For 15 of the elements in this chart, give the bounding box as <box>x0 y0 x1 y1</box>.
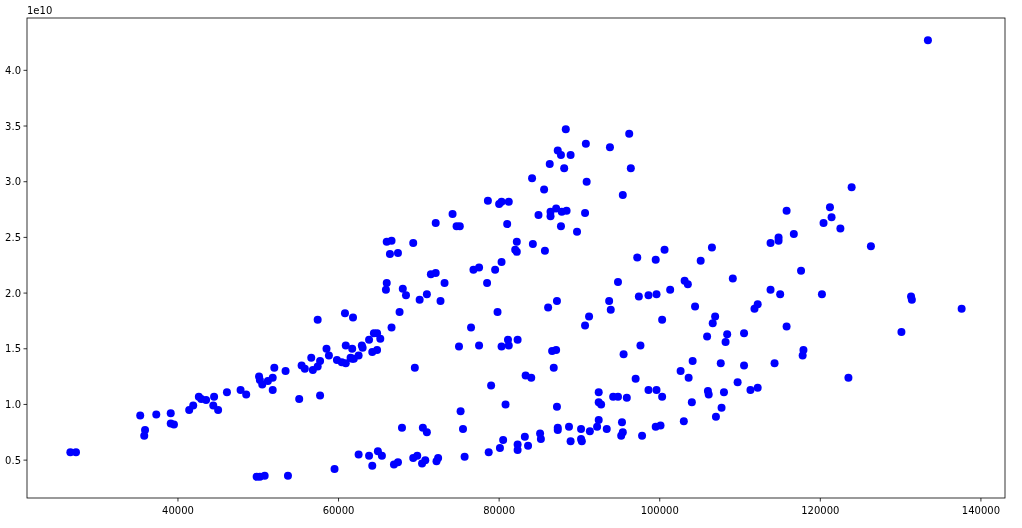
y-tick-label: 3.0 <box>5 176 21 188</box>
x-tick-label: 60000 <box>322 505 355 516</box>
y-tick-label: 4.0 <box>5 64 21 76</box>
y-tick-label: 2.0 <box>5 287 21 299</box>
y-tick-label: 2.5 <box>5 231 21 243</box>
y-tick-label: 0.5 <box>5 454 21 466</box>
text: 1e10 <box>27 5 53 16</box>
y-tick-label: 3.5 <box>5 120 21 132</box>
x-tick-label: 40000 <box>162 505 194 516</box>
x-tick-label: 100000 <box>640 505 679 516</box>
y-tick-label: 1.0 <box>5 398 21 410</box>
x-tick-label: 120000 <box>801 505 840 516</box>
x-tick-label: 140000 <box>961 505 1001 516</box>
x-tick-label: 80000 <box>483 505 516 516</box>
y-tick-label: 1.5 <box>5 343 21 355</box>
